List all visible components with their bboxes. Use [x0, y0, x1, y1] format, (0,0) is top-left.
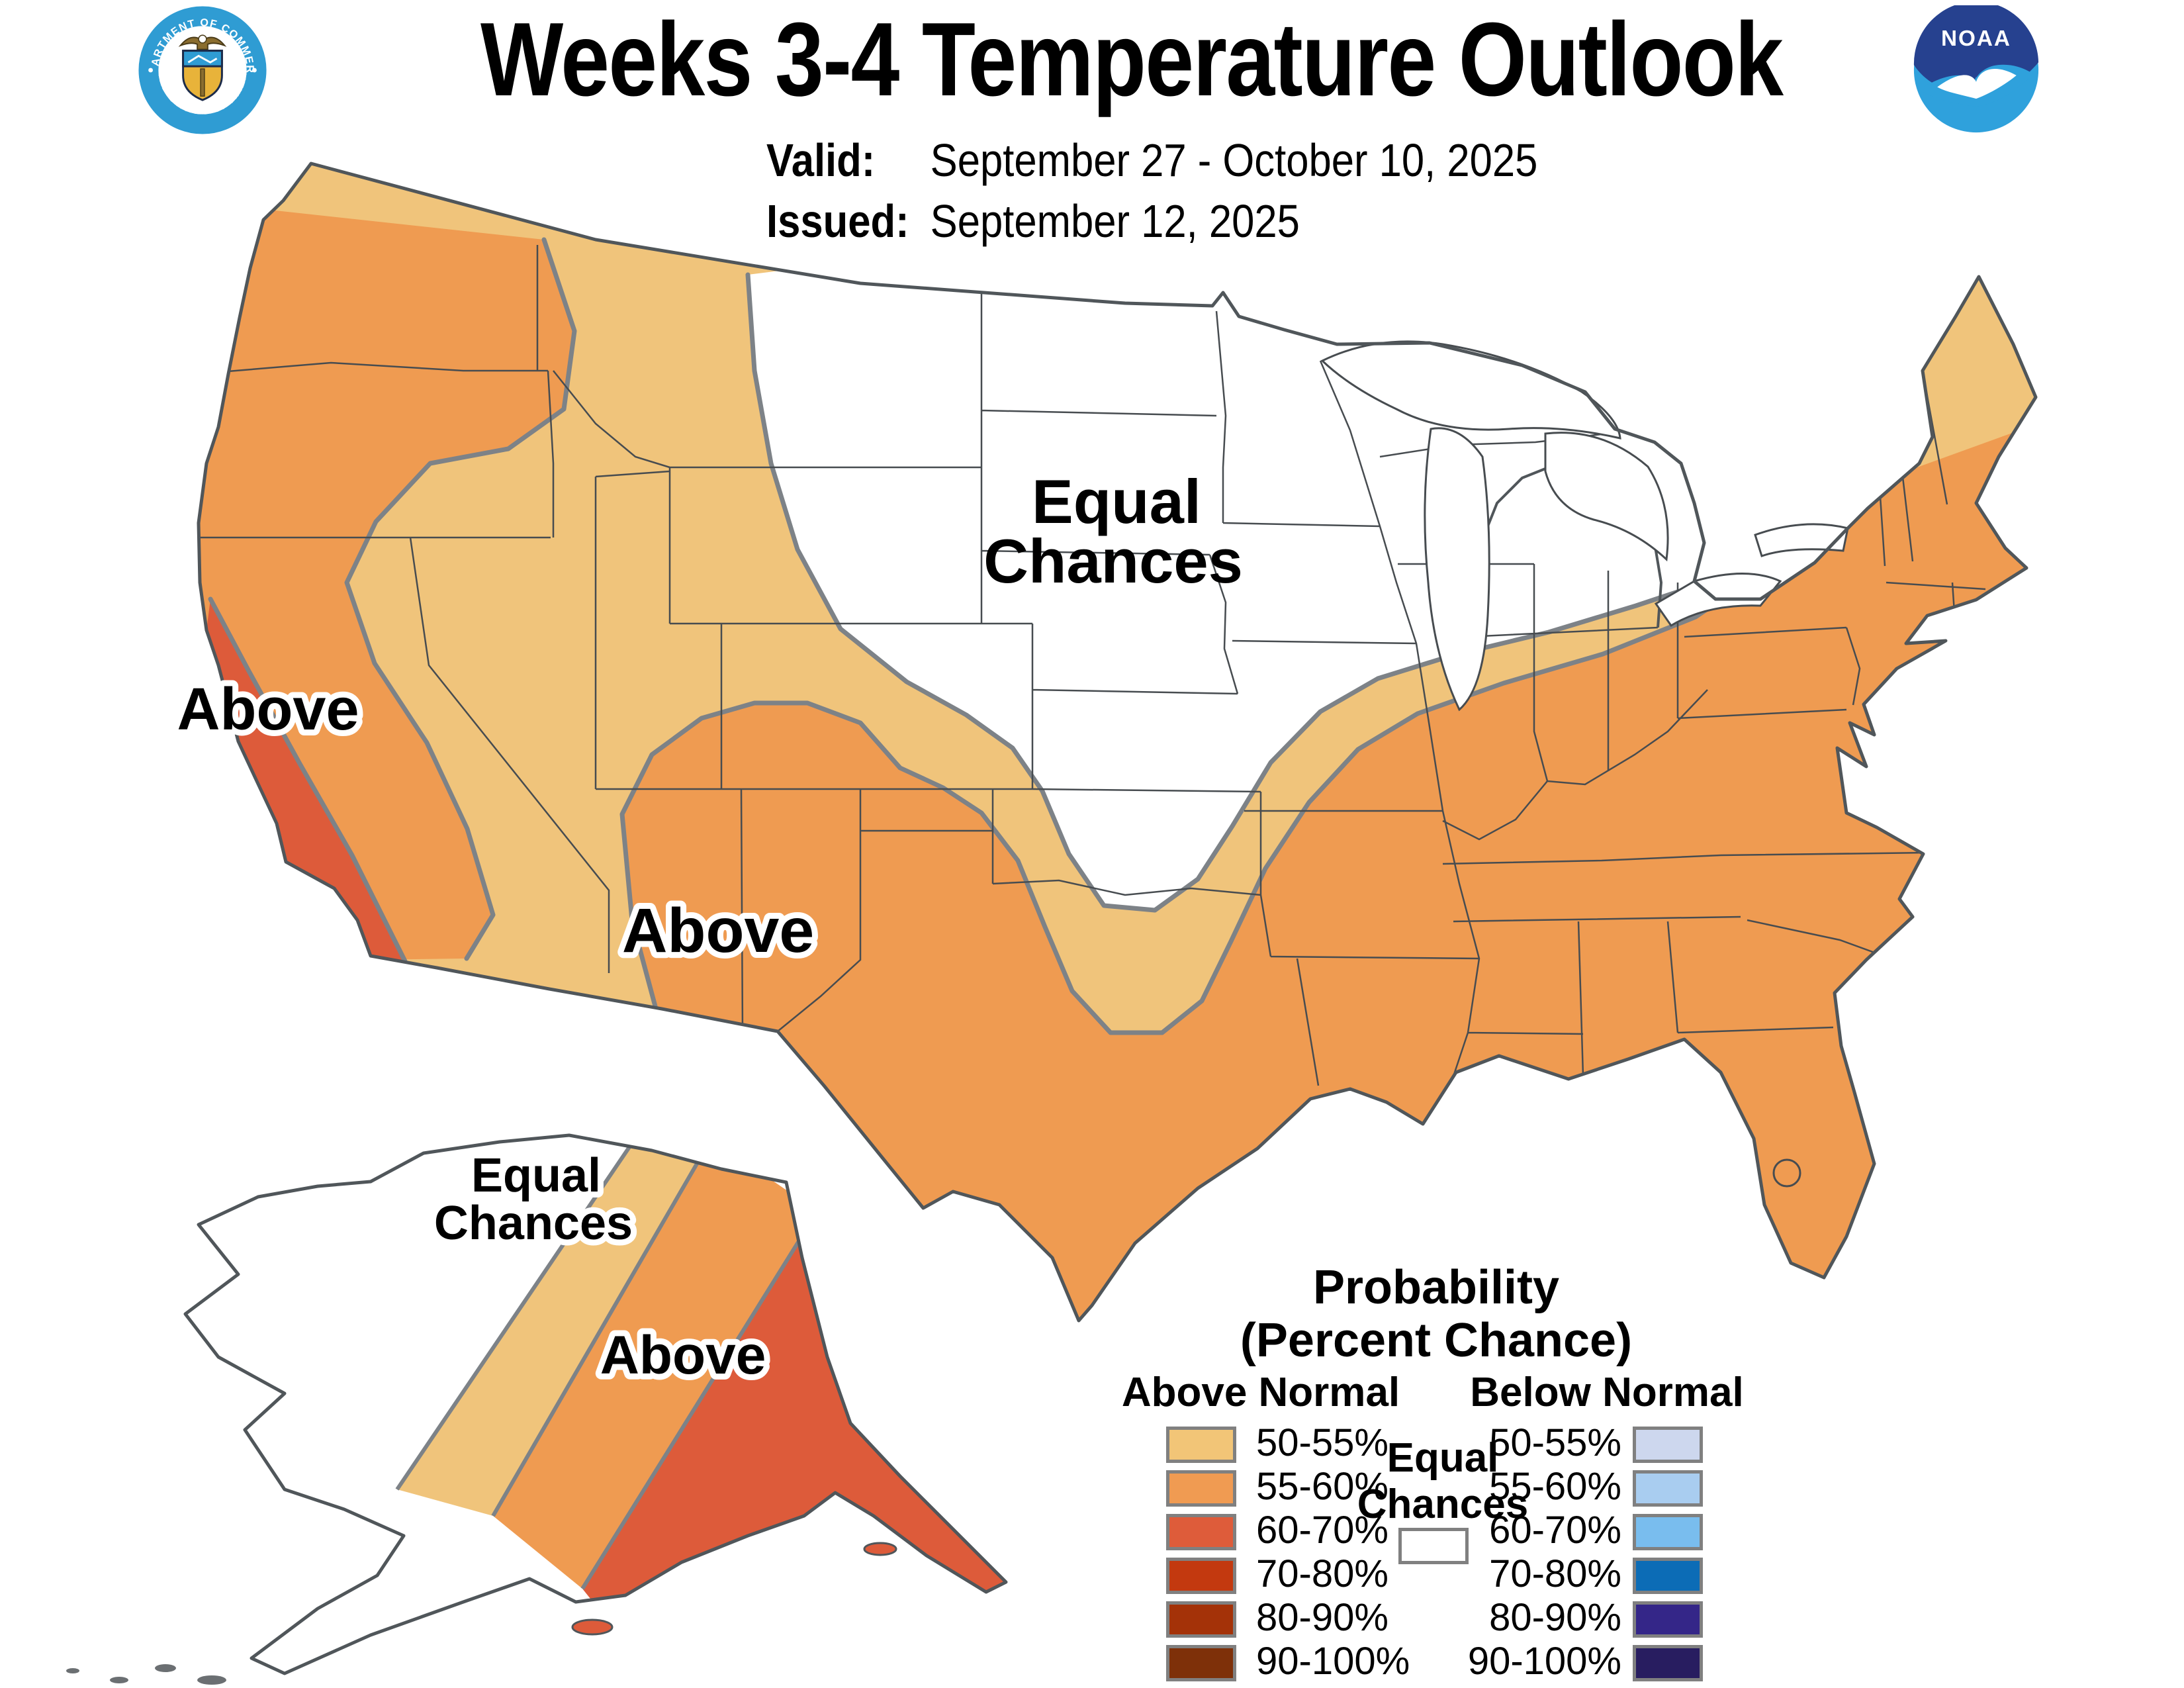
map-labels: Equal Chances Above Above Equal Chances … — [171, 467, 1243, 1391]
legend-swatch-below-90-100 — [1633, 1645, 1703, 1681]
legend-title-line1: Probability — [1312, 1261, 1560, 1314]
alaska-above-label: Above — [600, 1325, 766, 1385]
legend-above-header: Above Normal — [1121, 1370, 1400, 1415]
legend-swatch-below-50-55 — [1633, 1427, 1703, 1463]
legend-swatch-equal-chances — [1398, 1528, 1469, 1564]
legend-title-line2: (Percent Chance) — [1240, 1314, 1633, 1367]
conus-equal-chances-label-line1: Equal — [1032, 467, 1201, 536]
probability-contours — [208, 237, 1836, 1035]
legend-swatch-below-60-70 — [1633, 1514, 1703, 1550]
valid-label: Valid: — [766, 134, 876, 186]
lake-michigan — [1424, 427, 1490, 712]
legend-label-below-55-60: 55-60% — [1489, 1465, 1621, 1508]
conus-equal-chances-label-line2: Chances — [983, 526, 1243, 596]
region-above-60-70 — [206, 599, 405, 961]
alaska-contours — [395, 1135, 819, 1590]
alaska-equal-chances-label-line2: Chances — [434, 1197, 633, 1250]
central-above-label: Above — [622, 896, 814, 966]
legend-below-header: Below Normal — [1470, 1370, 1744, 1415]
legend-swatch-above-60-70 — [1166, 1514, 1236, 1550]
legend-label-above-90-100: 90-100% — [1256, 1640, 1410, 1683]
contour-orange-main — [619, 495, 1836, 1035]
alaska-contour-1 — [395, 1135, 651, 1491]
contour-orange-west — [344, 237, 577, 961]
valid-value: September 27 - October 10, 2025 — [930, 134, 1538, 186]
legend-label-above-70-80: 70-80% — [1256, 1552, 1388, 1595]
alaska-above-50-55 — [397, 1135, 711, 1516]
state-borders — [200, 245, 1986, 1093]
noaa-logo-text: NOAA — [1941, 26, 2011, 51]
legend-label-below-80-90: 80-90% — [1489, 1596, 1621, 1639]
legend-swatch-above-50-55 — [1166, 1427, 1236, 1463]
alaska-contour-3 — [580, 1210, 819, 1590]
legend-swatch-above-80-90 — [1166, 1601, 1236, 1638]
legend-label-above-80-90: 80-90% — [1256, 1596, 1388, 1639]
legend-swatch-above-90-100 — [1166, 1645, 1236, 1681]
legend-label-below-70-80: 70-80% — [1489, 1552, 1621, 1595]
issued-value: September 12, 2025 — [930, 195, 1300, 247]
lake-huron — [1544, 432, 1669, 562]
legend-equal-line2: Chances — [1357, 1481, 1529, 1527]
commerce-seal-icon: DEPARTMENT OF COMMERCE UNITED STATES OF … — [138, 6, 267, 134]
issued-label: Issued: — [766, 195, 909, 247]
lake-okeechobee — [1772, 1158, 1801, 1188]
legend-label-below-50-55: 50-55% — [1489, 1421, 1621, 1464]
legend-swatch-above-55-60 — [1166, 1470, 1236, 1507]
seal-star-left — [148, 68, 154, 73]
legend-label-below-60-70: 60-70% — [1489, 1509, 1621, 1552]
legend-label-above-55-60: 55-60% — [1256, 1465, 1388, 1508]
west-above-label: Above — [177, 677, 359, 743]
lake-superior — [1320, 340, 1621, 440]
legend-swatch-above-70-80 — [1166, 1558, 1236, 1594]
valid-row: Valid: September 27 - October 10, 2025 — [766, 130, 1537, 191]
contour-equal-chances — [745, 272, 1751, 913]
legend-label-above-60-70: 60-70% — [1256, 1509, 1388, 1552]
page-title: Weeks 3-4 Temperature Outlook — [480, 1, 1784, 118]
legend-label-above-50-55: 50-55% — [1256, 1421, 1388, 1464]
seal-star-right — [251, 68, 257, 73]
lake-ontario — [1754, 523, 1849, 557]
legend-swatch-below-80-90 — [1633, 1601, 1703, 1638]
great-lakes — [1320, 340, 1849, 712]
alaska-equal-chances-label-line1: Equal — [471, 1149, 601, 1202]
aleutian-islands — [66, 1542, 897, 1685]
alaska-outline — [183, 1133, 1008, 1675]
legend-swatch-below-70-80 — [1633, 1558, 1703, 1594]
legend-equal-line1: Equal — [1387, 1435, 1499, 1481]
noaa-logo-icon: NOAA — [1913, 5, 2039, 133]
noaa-seagull-icon — [1937, 69, 2017, 99]
alaska-contour-2 — [491, 1137, 713, 1517]
conus-outline — [197, 162, 2038, 1323]
legend-swatch-below-55-60 — [1633, 1470, 1703, 1507]
legend-label-below-90-100: 90-100% — [1467, 1640, 1621, 1683]
issued-row: Issued: September 12, 2025 — [766, 191, 1537, 252]
seal-eagle-shield — [178, 34, 227, 101]
issue-block: Valid: September 27 - October 10, 2025 I… — [766, 130, 1537, 252]
contour-red-coast — [208, 596, 408, 964]
alaska-above-55-60 — [493, 1139, 817, 1589]
